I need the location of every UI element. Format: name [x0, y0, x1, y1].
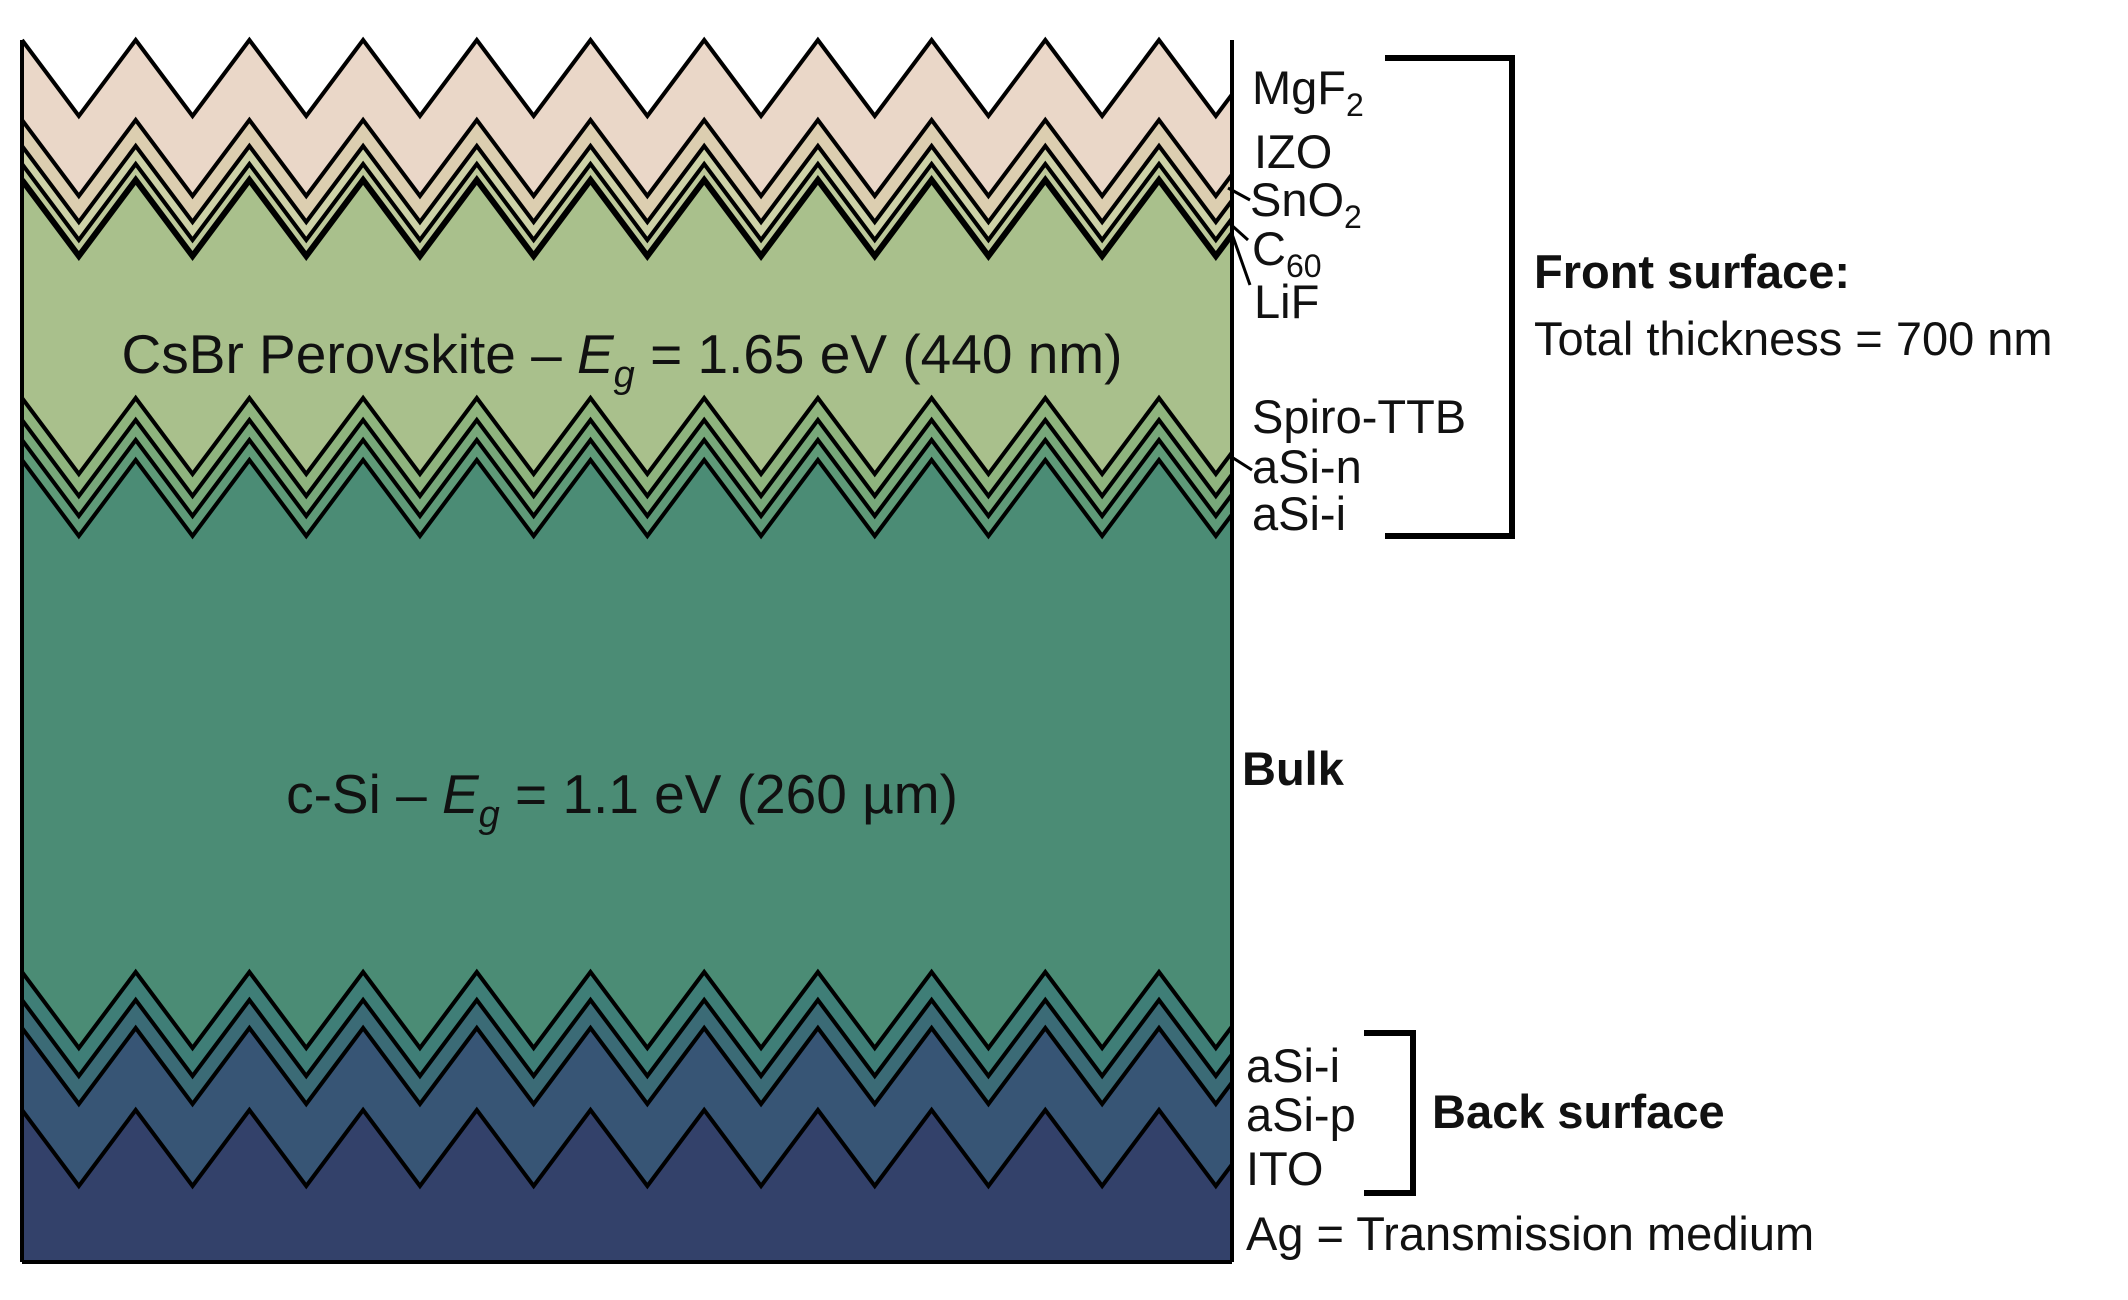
bulk-label: Bulk	[1242, 742, 1345, 795]
layer-boundaries	[22, 36, 1232, 1190]
label-spiro-ttb: Spiro-TTB	[1252, 390, 1466, 443]
leader-lif	[1230, 233, 1252, 286]
layer-ito	[22, 1110, 1232, 1262]
csi-label: c-Si – Eg = 1.1 eV (260 µm)	[286, 763, 958, 836]
label-sno2: SnO2	[1250, 173, 1362, 235]
layer-boundary-line	[22, 416, 1232, 500]
layer-boundary-line	[22, 36, 1232, 120]
layer-boundary-line	[22, 1024, 1232, 1108]
layer-boundary-line	[22, 436, 1232, 520]
layer-mgf2	[22, 40, 1232, 196]
layer-asi-p	[22, 1028, 1232, 1186]
front-surface-thickness: Total thickness = 700 nm	[1534, 312, 2053, 365]
label-asi-p: aSi-p	[1246, 1088, 1356, 1141]
label-izo: IZO	[1254, 125, 1332, 178]
layer-asi-i	[22, 460, 1232, 1048]
front-surface-title: Front surface:	[1534, 245, 1850, 298]
front-surface-bracket	[1385, 55, 1515, 539]
layer-boundary-line	[22, 142, 1232, 226]
label-ag: Ag = Transmission medium	[1246, 1207, 1814, 1260]
label-lif: LiF	[1254, 275, 1319, 328]
layer-boundary-line	[22, 1106, 1232, 1190]
label-ito: ITO	[1246, 1142, 1323, 1195]
perovskite-label: CsBr Perovskite – Eg = 1.65 eV (440 nm)	[122, 323, 1123, 396]
layer-boundary-line	[22, 174, 1232, 262]
back-surface-bracket	[1364, 1030, 1416, 1196]
label-asi-n: aSi-n	[1252, 440, 1362, 493]
back-surface-title: Back surface	[1432, 1085, 1725, 1138]
layer-boundary-line	[22, 160, 1232, 244]
layer-boundary-line	[22, 968, 1232, 1052]
label-asi-i-back: aSi-i	[1246, 1039, 1340, 1092]
leader-c60	[1226, 220, 1250, 242]
layer-boundary-line	[22, 456, 1232, 540]
leader-asi-n	[1229, 454, 1253, 472]
layer-boundary-line	[22, 394, 1232, 478]
layer-boundary-line	[22, 116, 1232, 200]
label-c60: C60	[1252, 222, 1322, 284]
leader-sno2	[1227, 186, 1251, 202]
layer-boundary-line	[22, 996, 1232, 1080]
label-asi-i-front: aSi-i	[1252, 487, 1346, 540]
label-mgf2: MgF2	[1252, 61, 1364, 123]
